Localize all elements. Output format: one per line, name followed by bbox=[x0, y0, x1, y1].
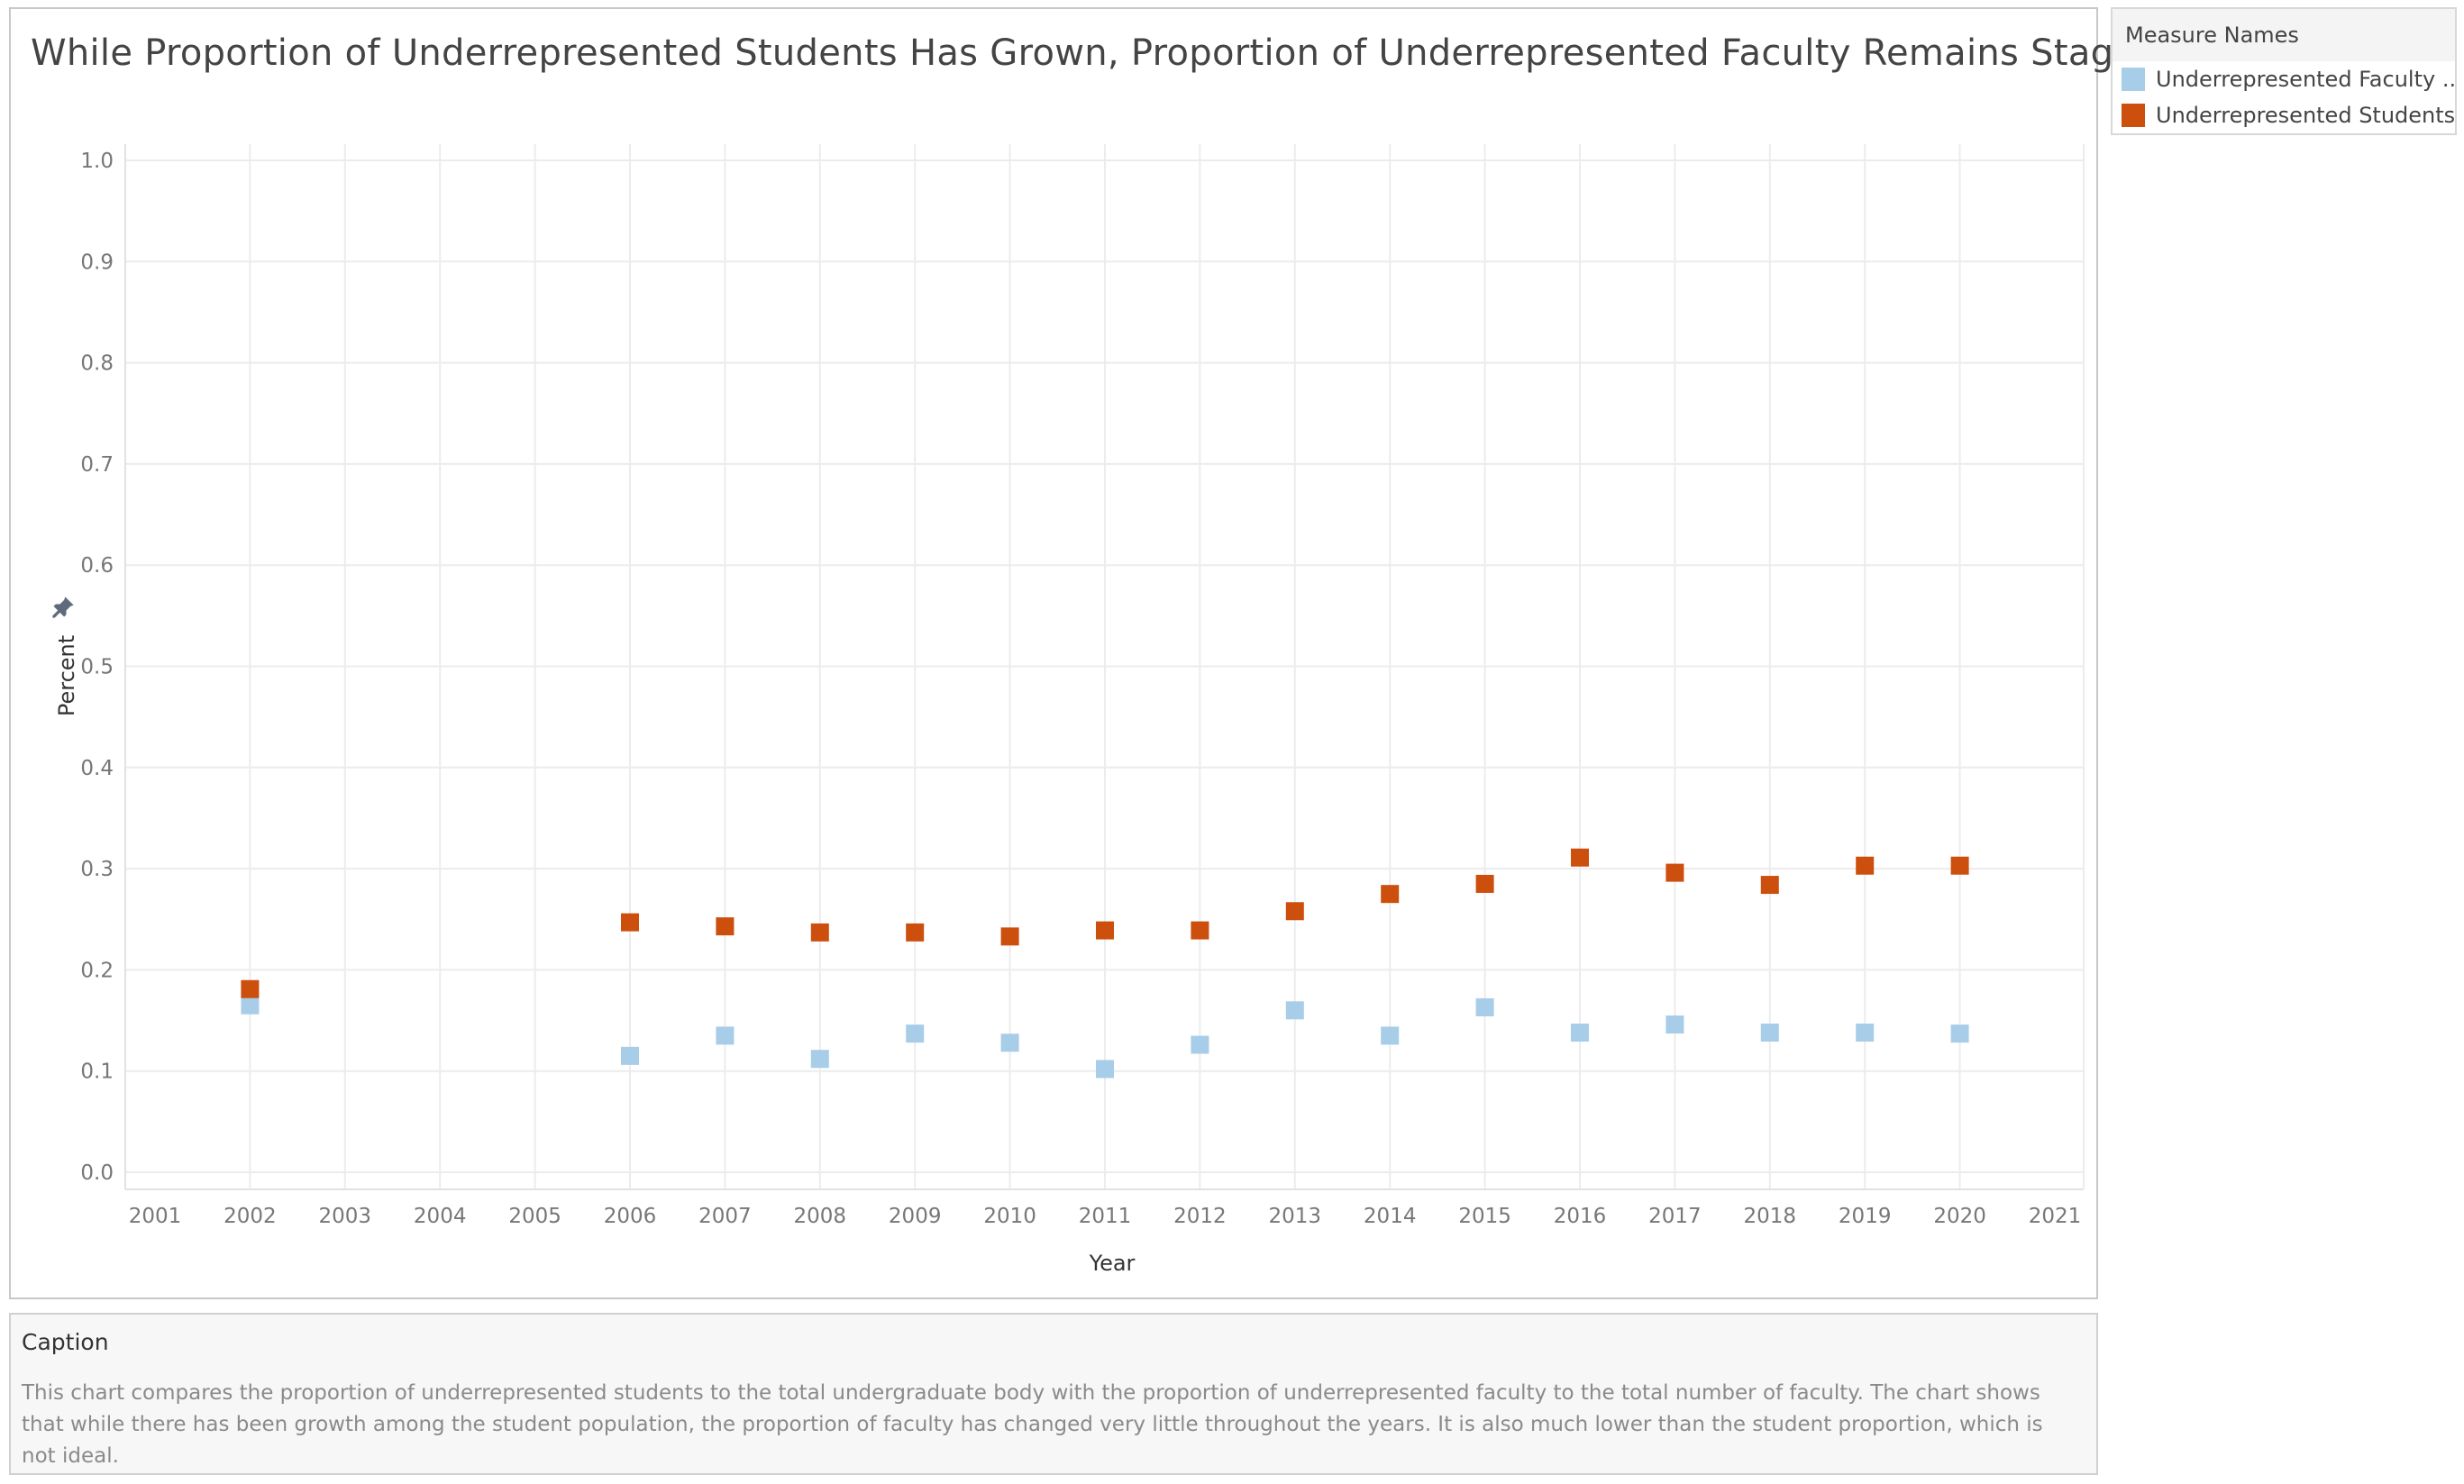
x-tick-label: 2009 bbox=[889, 1205, 942, 1228]
legend-label-faculty: Underrepresented Faculty .. bbox=[2156, 67, 2455, 92]
x-tick-label: 2020 bbox=[1933, 1205, 1986, 1228]
students-point[interactable] bbox=[241, 979, 260, 998]
y-tick-label: 0.8 bbox=[80, 352, 114, 376]
caption-panel: Caption This chart compares the proporti… bbox=[9, 1313, 2098, 1475]
students-point[interactable] bbox=[1096, 921, 1114, 940]
students-point[interactable] bbox=[1381, 885, 1400, 904]
x-tick-label: 2014 bbox=[1364, 1205, 1417, 1228]
legend-swatch-students bbox=[2122, 104, 2145, 127]
y-tick-label: 0.1 bbox=[80, 1061, 114, 1084]
x-tick-label: 2015 bbox=[1458, 1205, 1511, 1228]
caption-text: This chart compares the proportion of un… bbox=[22, 1381, 2043, 1468]
x-tick-label: 2018 bbox=[1744, 1205, 1797, 1228]
x-tick-label: 2019 bbox=[1839, 1205, 1892, 1228]
faculty-point[interactable] bbox=[1475, 997, 1494, 1016]
students-point[interactable] bbox=[906, 923, 925, 942]
faculty-point[interactable] bbox=[1950, 1024, 1969, 1043]
legend-swatch-faculty bbox=[2122, 68, 2145, 91]
x-tick-label: 2004 bbox=[414, 1205, 467, 1228]
students-point[interactable] bbox=[716, 917, 735, 936]
faculty-point[interactable] bbox=[241, 996, 260, 1015]
x-tick-label: 2021 bbox=[2029, 1205, 2082, 1228]
faculty-point[interactable] bbox=[1760, 1024, 1779, 1042]
x-tick-label: 2002 bbox=[224, 1205, 277, 1228]
x-tick-label: 2005 bbox=[508, 1205, 561, 1228]
faculty-point[interactable] bbox=[1856, 1024, 1875, 1042]
y-tick-label: 0.9 bbox=[80, 250, 114, 274]
students-point[interactable] bbox=[1856, 856, 1875, 875]
caption-title: Caption bbox=[22, 1329, 109, 1355]
x-tick-label: 2010 bbox=[983, 1205, 1036, 1228]
x-tick-label: 2001 bbox=[129, 1205, 182, 1228]
x-tick-label: 2007 bbox=[698, 1205, 752, 1228]
pin-icon[interactable] bbox=[50, 595, 76, 620]
x-tick-label: 2013 bbox=[1269, 1205, 1322, 1228]
students-point[interactable] bbox=[1571, 848, 1589, 867]
y-tick-label: 0.5 bbox=[80, 656, 114, 679]
x-tick-label: 2008 bbox=[794, 1205, 847, 1228]
chart-title: While Proportion of Underrepresented Stu… bbox=[31, 32, 2209, 74]
legend-title: Measure Names bbox=[2113, 9, 2455, 61]
students-point[interactable] bbox=[1475, 874, 1494, 893]
students-point[interactable] bbox=[1285, 902, 1304, 921]
y-tick-label: 0.6 bbox=[80, 554, 114, 578]
faculty-point[interactable] bbox=[810, 1050, 829, 1069]
faculty-point[interactable] bbox=[716, 1026, 735, 1045]
y-tick-label: 0.7 bbox=[80, 453, 114, 477]
faculty-point[interactable] bbox=[1665, 1015, 1684, 1034]
x-tick-label: 2017 bbox=[1648, 1205, 1702, 1228]
y-axis-label-group: Percent bbox=[45, 595, 90, 721]
students-point[interactable] bbox=[1760, 876, 1779, 895]
x-tick-label: 2016 bbox=[1554, 1205, 1607, 1228]
faculty-point[interactable] bbox=[621, 1046, 639, 1065]
faculty-point[interactable] bbox=[1000, 1033, 1019, 1052]
faculty-point[interactable] bbox=[906, 1024, 925, 1043]
y-tick-label: 1.0 bbox=[80, 150, 114, 173]
scatter-plot[interactable]: 0.0 0.1 0.2 0.3 0.4 0.5 0.6 0.7 0.8 0.9 1.0 2001 200… bbox=[0, 0, 2104, 1297]
faculty-point[interactable] bbox=[1381, 1026, 1400, 1045]
students-point[interactable] bbox=[1000, 927, 1019, 946]
x-tick-label: 2012 bbox=[1173, 1205, 1227, 1228]
x-tick-label: 2003 bbox=[319, 1205, 372, 1228]
students-point[interactable] bbox=[1665, 863, 1684, 882]
legend-label-students: Underrepresented Students bbox=[2156, 103, 2455, 128]
y-tick-label: 0.2 bbox=[80, 959, 114, 982]
y-tick-label: 0.4 bbox=[80, 757, 114, 780]
x-tick-label: 2006 bbox=[604, 1205, 657, 1228]
legend-item-faculty[interactable]: Underrepresented Faculty .. bbox=[2113, 61, 2455, 97]
x-axis-title: Year bbox=[1089, 1251, 1136, 1276]
legend-item-students[interactable]: Underrepresented Students bbox=[2113, 97, 2455, 133]
x-tick-label: 2011 bbox=[1079, 1205, 1132, 1228]
y-tick-label: 0.0 bbox=[80, 1161, 114, 1185]
faculty-point[interactable] bbox=[1285, 1001, 1304, 1020]
legend: Measure Names Underrepresented Faculty .… bbox=[2111, 7, 2457, 135]
faculty-point[interactable] bbox=[1191, 1035, 1209, 1054]
students-point[interactable] bbox=[1950, 856, 1969, 875]
faculty-point[interactable] bbox=[1571, 1024, 1589, 1042]
students-point[interactable] bbox=[621, 913, 639, 932]
students-point[interactable] bbox=[810, 923, 829, 942]
y-tick-label: 0.3 bbox=[80, 858, 114, 881]
students-point[interactable] bbox=[1191, 921, 1209, 940]
faculty-point[interactable] bbox=[1096, 1060, 1114, 1079]
chart-panel: While Proportion of Underrepresented Stu… bbox=[9, 7, 2208, 1299]
